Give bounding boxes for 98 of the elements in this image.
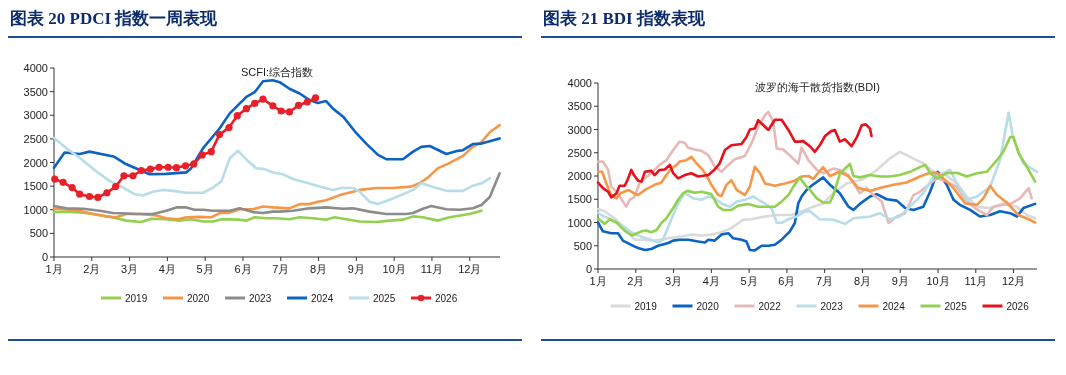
point — [181, 162, 190, 170]
chart-subtitle: 波罗的海干散货指数(BDI) — [755, 81, 880, 93]
x-tick-label: 4月 — [702, 275, 720, 287]
y-tick-label: 2000 — [567, 170, 592, 182]
legend-label: 2020 — [187, 293, 210, 304]
point — [155, 163, 163, 171]
y-tick-label: 3500 — [23, 85, 48, 98]
point — [103, 189, 111, 197]
point — [233, 112, 241, 120]
legend-label: 2024 — [311, 293, 334, 304]
x-tick-label: 11月 — [420, 263, 444, 275]
x-tick-label: 12月 — [458, 263, 482, 275]
line-series — [52, 172, 501, 216]
legend-label: 2026 — [1006, 301, 1030, 312]
point — [94, 193, 102, 202]
point — [251, 99, 259, 108]
y-tick-label: 500 — [29, 227, 48, 240]
y-tick-label: 1500 — [23, 180, 48, 193]
x-tick-label: 3月 — [121, 263, 139, 275]
x-tick-label: 8月 — [310, 263, 328, 275]
y-tick-label: 3500 — [567, 100, 592, 113]
x-tick-label: 2月 — [83, 263, 101, 275]
line-series — [52, 136, 492, 206]
point — [198, 151, 206, 159]
x-tick-label: 4月 — [158, 263, 176, 275]
point — [85, 192, 94, 201]
point — [146, 165, 154, 173]
y-tick-label: 1000 — [567, 216, 592, 229]
x-tick-label: 6月 — [778, 275, 796, 287]
y-tick-label: 1000 — [23, 203, 48, 216]
y-tick-label: 0 — [41, 251, 48, 263]
point — [59, 178, 67, 186]
line-series — [52, 209, 483, 224]
point — [269, 102, 277, 110]
y-tick-label: 2500 — [23, 132, 48, 145]
point — [120, 172, 128, 180]
point — [164, 163, 172, 171]
point — [129, 172, 137, 180]
x-tick-label: 9月 — [891, 275, 909, 287]
point — [112, 183, 120, 191]
chart-title: 图表 20 PDCI 指数一周表现 — [10, 9, 219, 28]
x-tick-label: 1月 — [45, 263, 63, 275]
chart-title: 图表 21 BDI 指数表现 — [543, 9, 706, 28]
point — [215, 131, 224, 139]
x-tick-label: 2月 — [627, 275, 645, 287]
x-tick-label: 12月 — [1001, 275, 1026, 287]
legend-label: 2022 — [758, 301, 782, 312]
x-tick-label: 10月 — [926, 275, 950, 287]
point — [137, 166, 145, 175]
line-series — [596, 118, 873, 199]
line-series — [596, 135, 1037, 237]
x-tick-label: 8月 — [853, 275, 872, 287]
point — [277, 107, 285, 115]
line-series — [596, 170, 1037, 252]
legend-label: 2020 — [696, 301, 720, 312]
x-tick-label: 3月 — [665, 275, 683, 287]
y-tick-label: 500 — [573, 239, 592, 252]
x-tick-label: 7月 — [816, 275, 834, 287]
y-tick-label: 2500 — [567, 146, 592, 159]
point — [303, 98, 311, 106]
x-tick-label: 7月 — [272, 263, 290, 275]
x-tick-label: 5月 — [740, 275, 758, 287]
line-series — [596, 155, 1037, 224]
point — [294, 101, 303, 109]
point — [285, 108, 294, 116]
legend-label: 2026 — [435, 293, 458, 304]
legend-label: 2024 — [882, 301, 906, 312]
point — [76, 190, 84, 198]
point — [259, 95, 267, 103]
chart-subtitle: SCFI:综合指数 — [240, 66, 314, 78]
point — [242, 105, 250, 113]
legend-label: 2023 — [820, 301, 844, 312]
x-tick-label: 9月 — [347, 263, 365, 275]
legend-label: 2019 — [125, 293, 148, 304]
x-tick-label: 11月 — [964, 275, 988, 287]
y-tick-label: 3000 — [23, 109, 48, 122]
x-tick-label: 10月 — [382, 263, 406, 275]
point — [51, 175, 59, 183]
legend-label: 2025 — [373, 293, 396, 304]
point — [68, 183, 76, 192]
point — [190, 160, 198, 168]
y-tick-label: 4000 — [23, 62, 48, 74]
x-tick-label: 5月 — [196, 263, 214, 275]
y-tick-label: 1500 — [567, 193, 592, 206]
point — [172, 164, 181, 172]
y-tick-label: 3000 — [567, 123, 592, 136]
legend-label: 2019 — [634, 301, 658, 312]
y-tick-label: 4000 — [567, 77, 592, 89]
legend-label: 2025 — [944, 301, 968, 312]
point — [225, 123, 233, 132]
x-tick-label: 6月 — [234, 263, 252, 275]
y-tick-label: 2000 — [23, 156, 48, 169]
x-tick-label: 1月 — [589, 275, 607, 287]
legend-label: 2023 — [249, 293, 272, 304]
y-tick-label: 0 — [585, 263, 592, 275]
point — [207, 148, 215, 156]
point — [311, 94, 320, 102]
line-series — [52, 78, 501, 176]
